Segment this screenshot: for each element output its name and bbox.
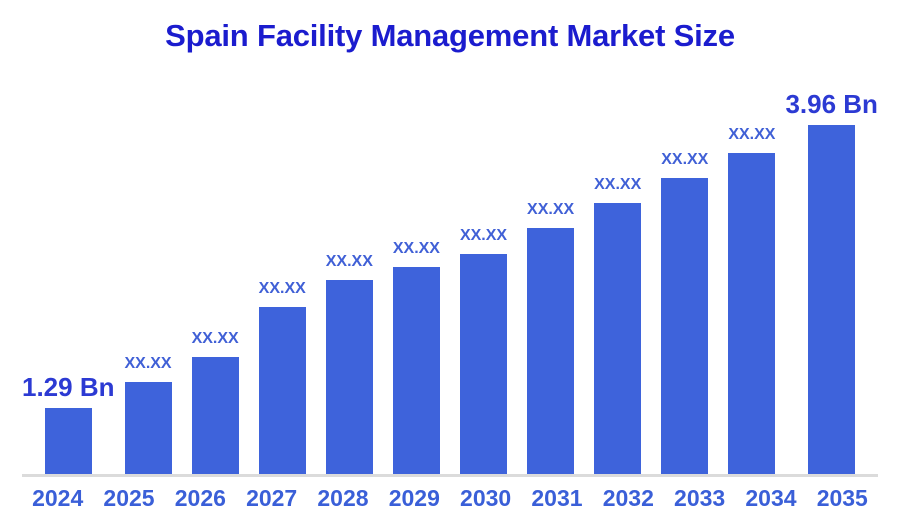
bar-2028	[325, 280, 373, 474]
value-label-2026: XX.XX	[191, 330, 239, 348]
bar-column-2027: XX.XX	[249, 280, 316, 474]
year-label-2033: 2033	[674, 485, 726, 511]
bar-2029	[392, 267, 440, 474]
value-label-2027: XX.XX	[258, 280, 306, 298]
value-label-2031: XX.XX	[527, 201, 575, 219]
x-axis-line	[22, 474, 878, 477]
year-label-2031: 2031	[531, 485, 583, 511]
bar-2031	[527, 228, 575, 474]
bar-column-2024: 1.29 Bn	[22, 373, 115, 474]
bar-column-2029: XX.XX	[383, 240, 450, 474]
bar-2033	[661, 178, 709, 474]
value-label-2029: XX.XX	[392, 240, 440, 258]
bar-column-2031: XX.XX	[517, 201, 584, 474]
value-label-2025: XX.XX	[124, 355, 172, 373]
year-label-2029: 2029	[388, 485, 440, 511]
value-label-2028: XX.XX	[325, 253, 373, 271]
bar-column-2028: XX.XX	[316, 253, 383, 474]
year-label-2026: 2026	[174, 485, 226, 511]
year-label-2032: 2032	[602, 485, 654, 511]
year-label-2024: 2024	[32, 485, 84, 511]
bar-2024	[44, 408, 92, 474]
year-label-2025: 2025	[103, 485, 155, 511]
bar-column-2026: XX.XX	[182, 330, 249, 474]
value-label-2034: XX.XX	[728, 126, 776, 144]
bar-2026	[191, 357, 239, 474]
bar-column-2030: XX.XX	[450, 227, 517, 474]
value-label-2024: 1.29 Bn	[22, 372, 115, 403]
bar-2027	[258, 307, 306, 474]
bar-2035	[808, 125, 856, 474]
year-label-2027: 2027	[246, 485, 298, 511]
bar-column-2035: 3.96 Bn	[785, 90, 878, 474]
year-label-2034: 2034	[745, 485, 797, 511]
year-label-2028: 2028	[317, 485, 369, 511]
bar-2034	[728, 153, 776, 474]
bar-2030	[460, 254, 508, 474]
value-label-2032: XX.XX	[594, 176, 642, 194]
year-label-2035: 2035	[816, 485, 868, 511]
bar-column-2034: XX.XX	[718, 126, 785, 474]
value-label-2033: XX.XX	[661, 151, 709, 169]
x-axis-labels: 2024 2025 2026 2027 2028 2029 2030 2031 2032 2033…	[22, 485, 878, 511]
plot-area: 1.29 Bn XX.XX XX.XX XX.XX XX.XX XX.XX XX.XX XX.…	[22, 0, 878, 474]
bar-column-2032: XX.XX	[584, 176, 651, 474]
value-label-2035: 3.96 Bn	[785, 89, 878, 120]
bar-column-2025: XX.XX	[115, 355, 182, 474]
bar-2032	[594, 203, 642, 474]
bar-2025	[124, 382, 172, 474]
value-label-2030: XX.XX	[459, 227, 508, 245]
bar-column-2033: XX.XX	[651, 151, 718, 474]
chart-title: Spain Facility Management Market Size	[165, 18, 735, 53]
year-label-2030: 2030	[460, 485, 512, 511]
